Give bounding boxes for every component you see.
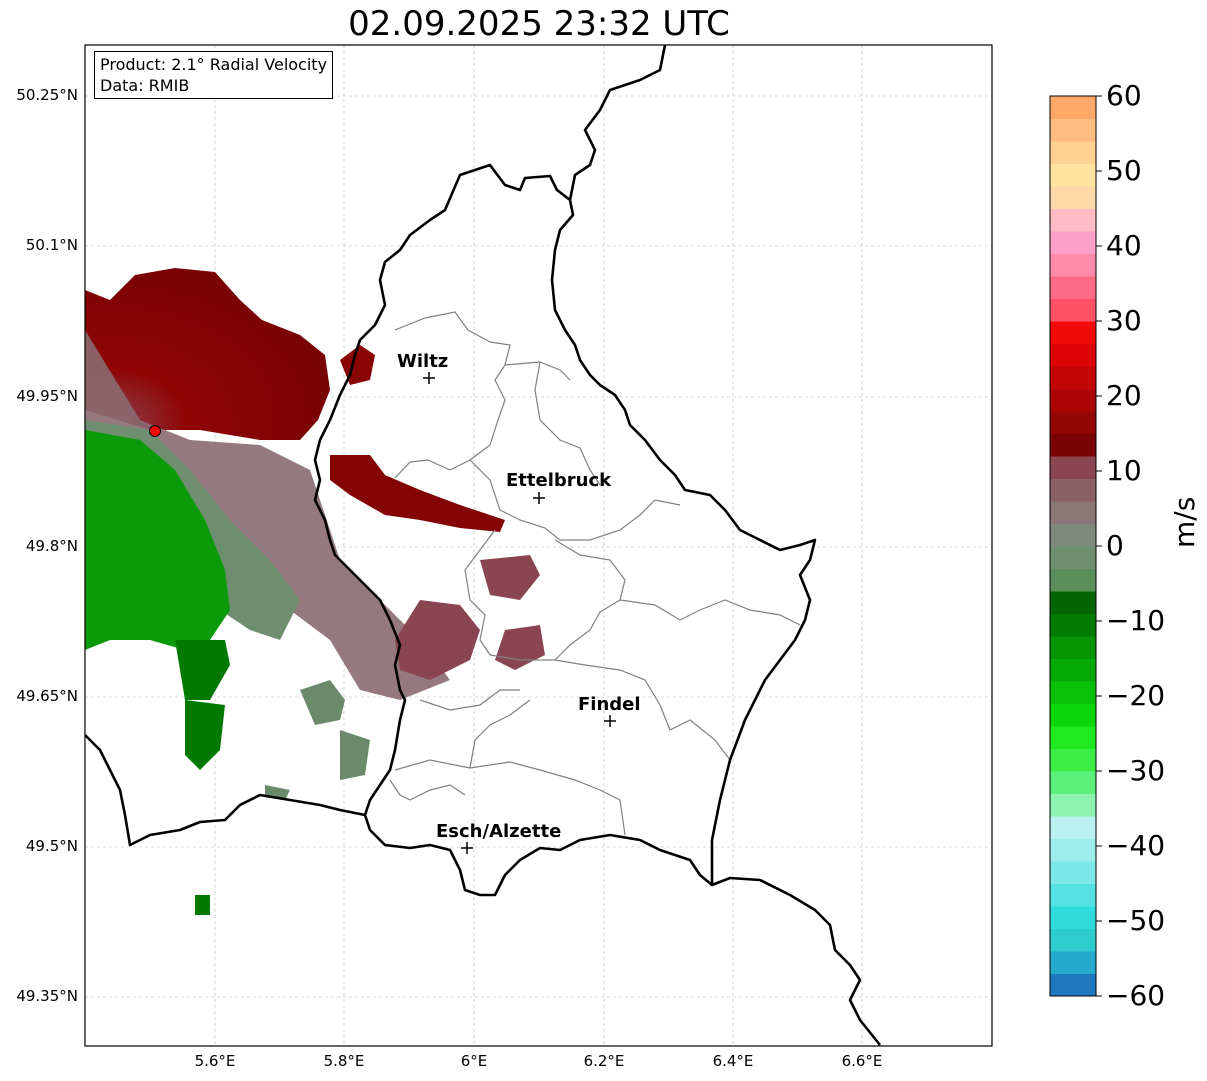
colorbar-segment — [1050, 478, 1096, 502]
colorbar-segment — [1050, 591, 1096, 614]
colorbar-segment — [1050, 208, 1096, 232]
lon-label: 5.6°E — [194, 1052, 236, 1070]
lat-label: 49.65°N — [16, 687, 78, 705]
echo-green-patches — [175, 640, 230, 915]
colorbar-tick: −40 — [1106, 829, 1166, 862]
colorbar-segment — [1050, 433, 1096, 457]
germany-border-north — [568, 44, 667, 201]
colorbar — [1049, 95, 1102, 997]
colorbar-tick: 50 — [1106, 154, 1142, 187]
colorbar-segment — [1050, 681, 1096, 704]
lon-label: 6.6°E — [841, 1052, 883, 1070]
echo-greygreen-patches — [265, 680, 370, 800]
echo-maroon-patches — [395, 555, 545, 680]
city-label-wiltz: Wiltz — [397, 351, 449, 372]
colorbar-segment — [1050, 658, 1096, 682]
colorbar-segment — [1050, 771, 1096, 794]
map-title: 02.09.2025 23:32 UTC — [348, 4, 730, 44]
germany-border-south — [711, 876, 882, 1046]
colorbar-segment — [1050, 343, 1096, 367]
echo-red-cells — [330, 455, 505, 532]
colorbar-tick: 60 — [1106, 79, 1142, 112]
colorbar-segment — [1050, 231, 1096, 254]
colorbar-tick: 40 — [1106, 229, 1142, 262]
belgium-france-border — [84, 734, 366, 847]
radar-echoes — [85, 268, 545, 915]
echo-green-zone — [85, 430, 230, 650]
luxembourg-border — [313, 163, 817, 897]
colorbar-segment — [1050, 388, 1096, 412]
lat-label: 49.5°N — [25, 837, 78, 855]
colorbar-tick: 30 — [1106, 304, 1142, 337]
lon-label: 6.4°E — [712, 1052, 754, 1070]
lon-label: 6.2°E — [583, 1052, 625, 1070]
colorbar-tick: 20 — [1106, 379, 1142, 412]
colorbar-segment — [1050, 726, 1096, 749]
colorbar-segment — [1050, 793, 1096, 817]
colorbar-segment — [1050, 501, 1096, 524]
echo-grey-band — [85, 330, 450, 700]
colorbar-segment — [1050, 366, 1096, 389]
lon-label: 5.8°E — [323, 1052, 365, 1070]
colorbar-tick: 0 — [1106, 529, 1124, 562]
colorbar-segment — [1050, 411, 1096, 434]
colorbar-segment — [1050, 321, 1096, 344]
colorbar-tick: −10 — [1106, 604, 1166, 637]
lat-label: 49.95°N — [16, 387, 78, 405]
colorbar-segment — [1050, 636, 1096, 659]
colorbar-segment — [1050, 163, 1096, 187]
colorbar-segment — [1050, 276, 1096, 299]
lat-label: 50.25°N — [16, 86, 78, 104]
lat-label: 49.8°N — [25, 537, 78, 555]
colorbar-segment — [1050, 816, 1096, 839]
lat-label: 49.35°N — [16, 987, 78, 1005]
canton-boundaries — [389, 311, 801, 836]
colorbar-segment — [1050, 568, 1096, 592]
colorbar-unit-label: m/s — [1168, 496, 1201, 548]
colorbar-segment — [1050, 186, 1096, 209]
colorbar-segment — [1050, 838, 1096, 862]
plot-frame — [84, 44, 993, 1047]
colorbar-segment — [1050, 523, 1096, 547]
data-source-label: Data: RMIB — [100, 76, 190, 95]
colorbar-tick: −50 — [1106, 904, 1166, 937]
country-borders — [84, 44, 882, 1046]
colorbar-segment — [1050, 748, 1096, 772]
colorbar-tick: 10 — [1106, 454, 1142, 487]
colorbar-segment — [1050, 883, 1096, 907]
city-markers — [423, 372, 616, 854]
colorbar-segment — [1050, 906, 1096, 929]
colorbar-tick: −60 — [1106, 979, 1166, 1012]
echo-red-north — [85, 268, 330, 440]
lon-label: 6°E — [460, 1052, 488, 1070]
colorbar-segment — [1050, 456, 1096, 479]
colorbar-segment — [1050, 253, 1096, 277]
colorbar-segment — [1050, 703, 1096, 727]
colorbar-segment — [1050, 973, 1096, 997]
colorbar-segment — [1050, 96, 1096, 119]
colorbar-segment — [1050, 861, 1096, 884]
radar-site — [149, 425, 161, 437]
colorbar-segment — [1050, 298, 1096, 322]
colorbar-segment — [1050, 951, 1096, 974]
city-label-ettelbruck: Ettelbruck — [506, 470, 612, 491]
product-info-box: Product: 2.1° Radial Velocity Data: RMIB — [94, 51, 334, 99]
colorbar-tick: −30 — [1106, 754, 1166, 787]
product-label: Product: 2.1° Radial Velocity — [100, 55, 328, 74]
colorbar-tick: −20 — [1106, 679, 1166, 712]
city-label-findel: Findel — [578, 694, 641, 715]
colorbar-segment — [1050, 928, 1096, 952]
colorbar-segment — [1050, 613, 1096, 637]
colorbar-segment — [1050, 546, 1096, 569]
colorbar-segment — [1050, 118, 1096, 142]
lat-label: 50.1°N — [25, 236, 78, 254]
city-label-esch-alzette: Esch/Alzette — [436, 821, 562, 842]
colorbar-segment — [1050, 141, 1096, 164]
